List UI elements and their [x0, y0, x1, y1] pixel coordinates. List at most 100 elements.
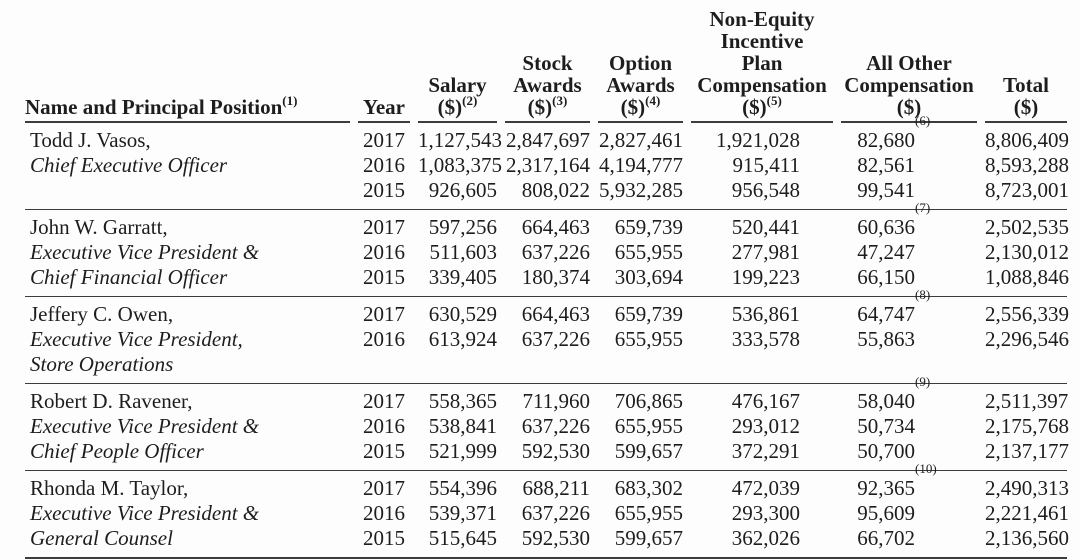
cell-stock_awards: 664,463: [497, 209, 590, 240]
cell-stock_awards: 592,530: [521, 526, 590, 550]
cell-year: 2015: [363, 178, 405, 202]
table-bottom-rule: [25, 557, 1067, 559]
header-line: Stock: [522, 51, 573, 75]
cell-option_awards: 706,865: [590, 383, 683, 414]
cell-total: 2,556,339: [977, 296, 1069, 327]
header-line: ($): [1013, 95, 1039, 119]
cell-total: 2,221,461: [985, 501, 1069, 525]
cell-all_other: 47,247: [833, 240, 977, 265]
executive-title: Store Operations: [30, 352, 174, 376]
header-line: Plan: [741, 51, 783, 75]
cell-total: 8,593,288: [985, 153, 1069, 177]
cell-all_other: [833, 352, 977, 384]
cell-total: 8,723,001: [985, 178, 1069, 202]
cell-non_equity: 956,548: [731, 178, 800, 202]
cell-non_equity: 476,167: [683, 383, 833, 414]
cell-option_awards: 655,955: [614, 501, 683, 525]
all-other-value: 66,150: [857, 265, 915, 289]
cell-non_equity: 293,012: [731, 414, 800, 438]
summary-compensation-table: Name and Principal Position(1) Year Salary…: [25, 8, 1069, 557]
header-line: Non-Equity: [709, 7, 815, 31]
executive-title: Executive Vice President &: [30, 501, 260, 525]
cell-option_awards: 599,657: [614, 526, 683, 550]
cell-non_equity: 277,981: [731, 240, 800, 264]
cell-salary: 538,841: [428, 414, 497, 438]
all-other-value: 66,702: [857, 526, 915, 550]
cell-stock_awards: [497, 352, 590, 384]
cell-stock_awards: 808,022: [521, 178, 590, 202]
cell-salary: 597,256: [410, 209, 497, 240]
column-header-year: Year: [350, 8, 410, 123]
table-row: Executive Vice President & 2016 511,603 637…: [25, 240, 1069, 265]
cell-stock_awards: 664,463: [497, 296, 590, 327]
all-other-value: 50,734: [857, 414, 915, 438]
header-line: Awards: [513, 73, 582, 97]
column-header-option_awards: Option Awards ($)(4): [590, 8, 683, 123]
cell-option_awards: 655,955: [614, 414, 683, 438]
cell-all_other: 95,609: [833, 501, 977, 526]
cell-non_equity: 293,300: [731, 501, 800, 525]
cell-salary: 511,603: [429, 240, 497, 264]
cell-year: 2017: [363, 128, 405, 152]
header-line: Awards: [606, 73, 675, 97]
cell-non_equity: [683, 352, 833, 384]
cell-non_equity: 915,411: [732, 153, 800, 177]
cell-year: 2016: [363, 153, 405, 177]
footnote-marker: (1): [282, 93, 298, 108]
header-line: Name and Principal Position(1): [25, 93, 298, 119]
cell-stock_awards: 2,847,697: [506, 128, 590, 152]
cell-all_other: 50,734: [833, 414, 977, 439]
cell-non_equity: 472,039: [683, 470, 833, 501]
table-row: Chief Executive Officer 2016 1,083,375 2,31…: [25, 153, 1069, 178]
cell-total: 2,296,546: [985, 327, 1069, 351]
cell-salary: 515,645: [428, 526, 497, 550]
table-row: Chief People Officer 2015 521,999 592,530 59…: [25, 439, 1069, 471]
executive-group: Todd J. Vasos, 2017 1,127,543 2,847,697 2,82…: [25, 114, 1069, 210]
cell-salary: 554,396: [410, 470, 497, 501]
header-row: Name and Principal Position(1) Year Salary…: [25, 8, 1067, 123]
cell-total: 1,088,846: [985, 265, 1069, 289]
executive-group: Jeffery C. Owen, 2017 630,529 664,463 659,73…: [25, 288, 1069, 384]
footnote-marker: (3): [552, 93, 568, 108]
executive-title: Chief Financial Officer: [30, 265, 228, 289]
table-header: Name and Principal Position(1) Year Salary…: [25, 8, 1067, 123]
all-other-value: 60,636 (7): [857, 200, 931, 239]
cell-stock_awards: 688,211: [497, 470, 590, 501]
cell-stock_awards: 2,317,164: [506, 153, 590, 177]
all-other-value: 99,541: [857, 178, 915, 202]
cell-salary: [410, 352, 497, 384]
table-row: Rhonda M. Taylor, 2017 554,396 688,211 683,3…: [25, 462, 1069, 501]
table-row: Store Operations: [25, 352, 1067, 384]
table-row: Todd J. Vasos, 2017 1,127,543 2,847,697 2,82…: [25, 114, 1069, 153]
cell-all_other: 64,747 (8): [833, 288, 977, 327]
column-header-salary: Salary ($)(2): [410, 8, 497, 123]
cell-year: 2016: [363, 327, 405, 351]
header-line: All Other: [866, 51, 952, 75]
all-other-value: 47,247: [857, 240, 915, 264]
footnote-marker: (2): [462, 93, 478, 108]
cell-year: 2017: [350, 383, 410, 414]
cell-year: 2016: [363, 240, 405, 264]
cell-salary: 1,083,375: [418, 153, 502, 177]
column-header-total: Total ($): [977, 8, 1067, 123]
cell-salary: 1,127,543: [418, 128, 502, 152]
cell-all_other: 60,636 (7): [833, 200, 977, 240]
cell-stock_awards: 637,226: [521, 240, 590, 264]
cell-year: 2015: [363, 439, 405, 463]
footnote-marker: (5): [766, 93, 782, 108]
executive-name: Todd J. Vasos,: [30, 128, 151, 152]
cell-stock_awards: 592,530: [521, 439, 590, 463]
cell-total: 2,175,768: [985, 414, 1069, 438]
cell-non_equity: 362,026: [731, 526, 800, 550]
executive-title: Executive Vice President &: [30, 240, 260, 264]
all-other-value: 55,863: [857, 327, 915, 351]
table-row: John W. Garratt, 2017 597,256 664,463 659,73…: [25, 200, 1069, 240]
cell-non_equity: 372,291: [731, 439, 800, 463]
cell-salary: 539,371: [428, 501, 497, 525]
cell-option_awards: 303,694: [614, 265, 683, 289]
cell-year: 2017: [350, 470, 410, 501]
table-row: Executive Vice President & 2016 538,841 637…: [25, 414, 1069, 439]
all-other-value: 58,040 (9): [857, 374, 931, 413]
cell-total: 2,502,535: [977, 209, 1069, 240]
